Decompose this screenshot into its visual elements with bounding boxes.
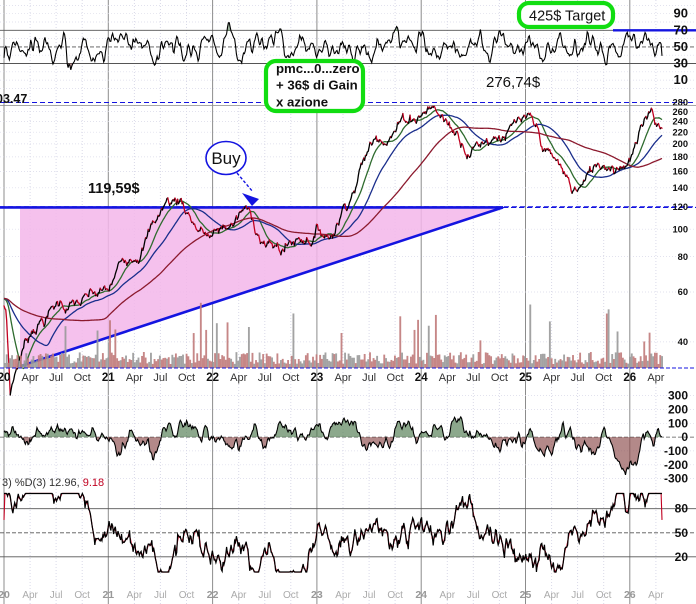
svg-text:26: 26 bbox=[624, 589, 636, 601]
svg-text:-300: -300 bbox=[664, 472, 688, 486]
svg-text:Oct: Oct bbox=[178, 372, 195, 384]
svg-text:240: 240 bbox=[672, 117, 688, 127]
svg-text:Oct: Oct bbox=[387, 372, 404, 384]
svg-text:200: 200 bbox=[668, 402, 688, 416]
svg-text:25: 25 bbox=[520, 589, 532, 601]
svg-text:220: 220 bbox=[672, 127, 688, 137]
svg-text:Apr: Apr bbox=[543, 372, 560, 384]
svg-text:Oct: Oct bbox=[283, 590, 299, 601]
svg-text:+ 36$ di Gain: + 36$ di Gain bbox=[276, 78, 358, 93]
svg-text:Oct: Oct bbox=[74, 372, 91, 384]
svg-text:100: 100 bbox=[668, 416, 688, 430]
svg-text:180: 180 bbox=[672, 152, 688, 162]
svg-text:10: 10 bbox=[674, 72, 688, 87]
svg-text:40: 40 bbox=[678, 337, 688, 347]
svg-text:80: 80 bbox=[675, 502, 689, 516]
svg-text:50: 50 bbox=[675, 526, 689, 540]
svg-text:Jul: Jul bbox=[153, 372, 167, 384]
svg-text:Apr: Apr bbox=[127, 590, 143, 601]
svg-text:Apr: Apr bbox=[334, 372, 351, 384]
svg-text:Apr: Apr bbox=[648, 590, 664, 601]
svg-text:Jul: Jul bbox=[49, 372, 63, 384]
svg-text:pmc...0...zero: pmc...0...zero bbox=[276, 61, 360, 76]
svg-text:Jul: Jul bbox=[363, 590, 376, 601]
svg-text:Oct: Oct bbox=[282, 372, 299, 384]
svg-text:Oct: Oct bbox=[74, 590, 90, 601]
svg-text:Apr: Apr bbox=[126, 372, 143, 384]
svg-text:0: 0 bbox=[681, 430, 688, 444]
svg-text:70: 70 bbox=[674, 22, 688, 37]
svg-text:22: 22 bbox=[207, 589, 219, 601]
svg-text:20: 20 bbox=[0, 372, 10, 384]
svg-text:Oct: Oct bbox=[595, 372, 612, 384]
svg-text:Jul: Jul bbox=[571, 590, 584, 601]
svg-text:Oct: Oct bbox=[596, 590, 612, 601]
svg-text:Apr: Apr bbox=[231, 590, 247, 601]
svg-text:23: 23 bbox=[311, 589, 323, 601]
svg-text:Oct: Oct bbox=[492, 590, 508, 601]
svg-text:Oct: Oct bbox=[179, 590, 195, 601]
svg-text:90: 90 bbox=[674, 6, 688, 21]
svg-text:03.47: 03.47 bbox=[0, 92, 27, 106]
svg-text:300: 300 bbox=[668, 389, 688, 403]
svg-text:20: 20 bbox=[675, 550, 689, 564]
svg-text:Jul: Jul bbox=[50, 590, 63, 601]
svg-text:Jul: Jul bbox=[362, 372, 376, 384]
svg-text:140: 140 bbox=[672, 183, 688, 193]
svg-text:Apr: Apr bbox=[22, 590, 38, 601]
svg-text:20: 20 bbox=[0, 589, 10, 601]
svg-text:22: 22 bbox=[206, 372, 219, 384]
svg-text:119,59$: 119,59$ bbox=[88, 181, 140, 197]
svg-text:24: 24 bbox=[415, 372, 428, 384]
svg-text:Jul: Jul bbox=[467, 590, 480, 601]
svg-text:Jul: Jul bbox=[258, 372, 272, 384]
svg-text:Jul: Jul bbox=[466, 372, 480, 384]
svg-text:276,74$: 276,74$ bbox=[486, 74, 541, 91]
svg-text:80: 80 bbox=[678, 252, 688, 262]
svg-text:Oct: Oct bbox=[491, 372, 508, 384]
svg-text:Apr: Apr bbox=[230, 372, 247, 384]
svg-text:Apr: Apr bbox=[440, 590, 456, 601]
svg-text:25: 25 bbox=[519, 372, 532, 384]
svg-text:60: 60 bbox=[678, 287, 688, 297]
svg-text:200: 200 bbox=[672, 139, 688, 149]
svg-text:50: 50 bbox=[674, 39, 688, 54]
svg-text:Apr: Apr bbox=[647, 372, 664, 384]
svg-text:24: 24 bbox=[415, 589, 427, 601]
svg-text:160: 160 bbox=[672, 167, 688, 177]
svg-text:-200: -200 bbox=[664, 458, 688, 472]
svg-text:Jul: Jul bbox=[154, 590, 167, 601]
svg-text:Jul: Jul bbox=[258, 590, 271, 601]
svg-text:Apr: Apr bbox=[544, 590, 560, 601]
svg-text:Jul: Jul bbox=[571, 372, 585, 384]
svg-text:Buy: Buy bbox=[211, 149, 241, 168]
svg-text:23: 23 bbox=[311, 372, 324, 384]
svg-text:30: 30 bbox=[674, 56, 688, 71]
svg-text:120: 120 bbox=[672, 202, 688, 212]
svg-text:21: 21 bbox=[102, 372, 115, 384]
svg-text:260: 260 bbox=[672, 107, 688, 117]
svg-text:-100: -100 bbox=[664, 444, 688, 458]
svg-text:Apr: Apr bbox=[335, 590, 351, 601]
svg-text:100: 100 bbox=[672, 224, 688, 234]
svg-text:Apr: Apr bbox=[22, 372, 39, 384]
svg-text:Oct: Oct bbox=[387, 590, 403, 601]
svg-text:21: 21 bbox=[102, 589, 114, 601]
svg-text:3) %D(3) 12.96, 9.18: 3) %D(3) 12.96, 9.18 bbox=[2, 477, 104, 489]
svg-text:26: 26 bbox=[623, 372, 636, 384]
svg-text:425$ Target: 425$ Target bbox=[529, 8, 605, 24]
svg-text:Apr: Apr bbox=[439, 372, 456, 384]
svg-text:x azione: x azione bbox=[276, 94, 328, 109]
